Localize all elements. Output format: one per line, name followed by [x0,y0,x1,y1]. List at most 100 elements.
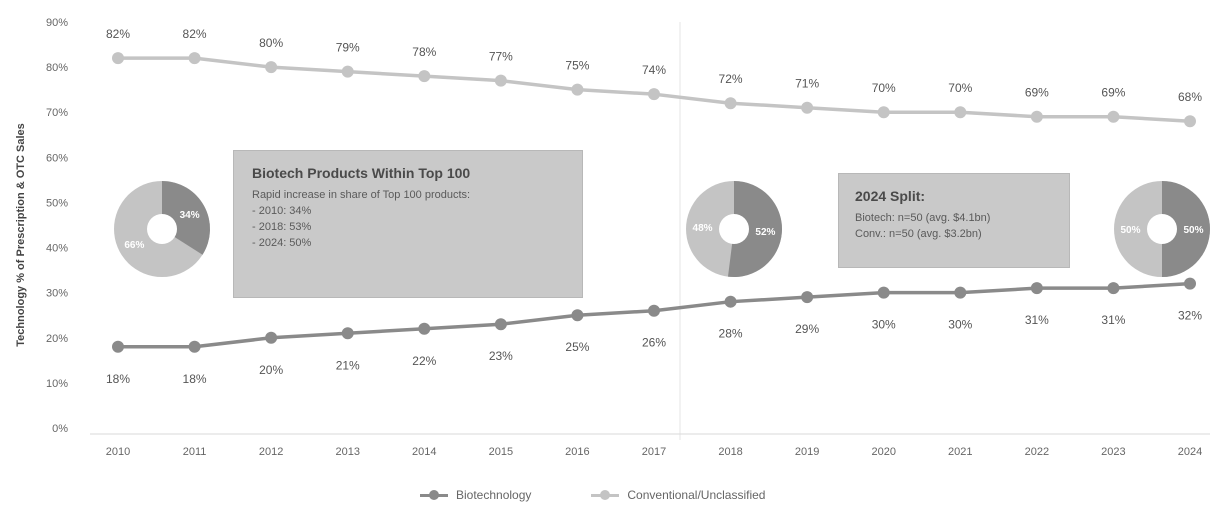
y-axis-title: Technology % of Prescription & OTC Sales [15,123,27,347]
annotation-box-top100-line: Rapid increase in share of Top 100 produ… [252,189,471,201]
y-tick-label: 30% [46,288,68,300]
legend-item-biotechnology[interactable]: Biotechnology [420,488,531,502]
data-point-conventional [571,83,584,96]
x-tick-label: 2019 [795,446,819,458]
x-tick-label: 2022 [1025,446,1049,458]
data-label-biotechnology: 18% [106,372,130,386]
legend-swatch-biotechnology [420,489,448,500]
data-label-conventional: 82% [106,27,130,41]
data-label-conventional: 69% [1101,86,1125,100]
data-label-conventional: 72% [719,72,743,86]
pie-label-biotechnology: 52% [755,227,775,238]
legend-label-conventional: Conventional/Unclassified [627,488,766,502]
y-tick-label: 90% [46,17,68,29]
annotation-box-top100: Biotech Products Within Top 100 Rapid in… [233,150,583,298]
data-point-conventional [265,61,278,74]
y-tick-label: 20% [46,333,68,345]
data-label-conventional: 70% [948,81,972,95]
x-tick-label: 2012 [259,446,283,458]
x-tick-label: 2011 [183,446,207,458]
data-label-biotechnology: 26% [642,336,666,350]
data-point-conventional [418,70,431,83]
y-tick-label: 80% [46,62,68,74]
pie-label-biotechnology: 50% [1183,225,1203,236]
data-point-conventional [954,106,967,119]
data-point-biotechnology [341,327,354,340]
data-point-conventional [724,97,737,110]
data-point-biotechnology [188,340,201,353]
legend: Biotechnology Conventional/Unclassified [420,488,765,502]
x-tick-label: 2013 [335,446,359,458]
data-point-biotechnology [648,304,660,317]
data-point-biotechnology [877,286,890,299]
pie-slice-biotechnology [1162,181,1210,277]
pie-hole [1147,214,1177,244]
x-tick-label: 2023 [1101,446,1125,458]
pie-label-conventional: 48% [693,223,713,234]
data-point-conventional [1030,110,1043,123]
data-label-conventional: 69% [1025,86,1049,100]
data-label-biotechnology: 23% [489,349,513,363]
data-point-conventional [112,52,124,65]
data-point-biotechnology [1030,282,1043,295]
annotation-box-top100-title: Biotech Products Within Top 100 [252,165,471,181]
x-tick-label: 2016 [565,446,589,458]
y-tick-label: 0% [52,423,68,435]
legend-label-biotechnology: Biotechnology [456,488,532,502]
data-label-conventional: 79% [336,41,360,55]
data-label-conventional: 78% [412,45,436,59]
data-point-conventional [877,106,890,119]
data-label-conventional: 71% [795,77,819,91]
data-point-biotechnology [418,322,431,335]
pie-label-conventional: 66% [124,240,144,251]
x-tick-label: 2021 [948,446,972,458]
data-point-conventional [648,88,660,101]
data-label-biotechnology: 28% [719,327,743,341]
data-point-biotechnology [494,318,507,331]
data-label-conventional: 68% [1178,90,1202,104]
x-tick-label: 2024 [1178,446,1202,458]
x-tick-label: 2015 [489,446,513,458]
pie-label-conventional: 50% [1120,225,1140,236]
annotation-box-top100-line: - 2010: 34% [252,205,312,217]
annotation-box-2024-split: 2024 Split: Biotech: n=50 (avg. $4.1bn) … [838,173,1070,268]
data-label-biotechnology: 30% [948,318,972,332]
data-point-conventional [494,74,507,87]
data-point-biotechnology [1107,282,1120,295]
data-label-biotechnology: 29% [795,322,819,336]
data-label-biotechnology: 20% [259,363,283,377]
x-tick-label: 2017 [642,446,666,458]
data-point-biotechnology [571,309,584,322]
pie-slice-biotechnology [727,181,782,277]
data-point-biotechnology [265,331,278,344]
data-label-conventional: 70% [872,81,896,95]
data-point-biotechnology [954,286,967,299]
annotation-box-top100-line: - 2018: 53% [252,221,312,233]
data-label-biotechnology: 18% [183,372,207,386]
y-tick-label: 70% [46,107,68,119]
data-label-biotechnology: 21% [336,358,360,372]
data-label-conventional: 80% [259,36,283,50]
annotation-box-2024-title: 2024 Split: [855,188,926,204]
y-tick-label: 50% [46,197,68,209]
x-tick-label: 2014 [412,446,436,458]
annotation-box-2024-line: Conv.: n=50 (avg. $3.2bn) [855,228,982,240]
x-tick-label: 2010 [106,446,130,458]
annotation-box-2024-line: Biotech: n=50 (avg. $4.1bn) [855,212,991,224]
data-point-biotechnology [112,340,124,353]
data-point-biotechnology [1184,277,1196,290]
legend-swatch-conventional [591,489,620,500]
data-label-biotechnology: 32% [1178,309,1202,323]
data-point-conventional [341,65,354,78]
data-label-conventional: 82% [183,27,207,41]
pie-label-biotechnology: 34% [180,210,200,221]
pie-hole [147,214,177,244]
data-label-conventional: 77% [489,50,513,64]
data-point-biotechnology [724,295,737,308]
data-point-conventional [188,52,201,65]
data-point-conventional [1107,110,1120,123]
data-point-biotechnology [801,291,814,304]
annotation-box-top100-line: - 2024: 50% [252,237,312,249]
legend-item-conventional[interactable]: Conventional/Unclassified [591,488,765,502]
